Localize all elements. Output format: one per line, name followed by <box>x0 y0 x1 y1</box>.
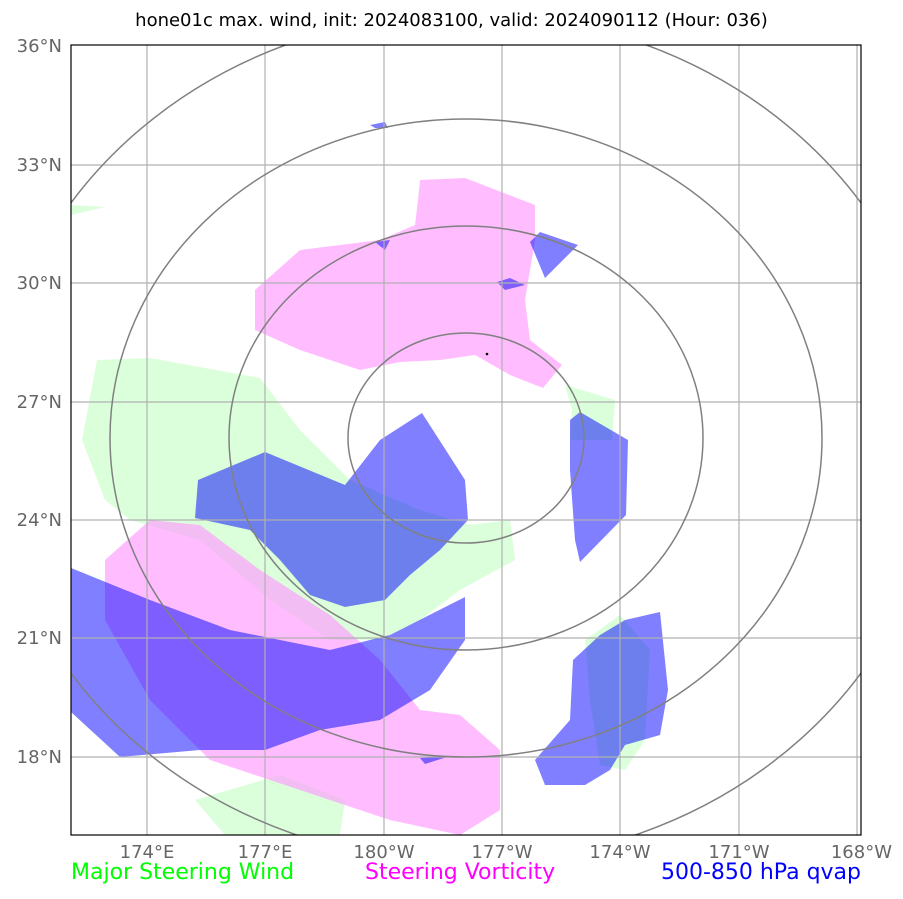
legend-steering-wind: Major Steering Wind <box>71 860 295 885</box>
qvap-region-dot-a <box>375 240 390 250</box>
lat-label-36: 36°N <box>17 36 62 57</box>
range-ring-3 <box>109 118 823 758</box>
range-ring-1 <box>347 332 585 544</box>
legend-qvap: 500-850 hPa qvap <box>660 860 861 885</box>
storm-center-marker <box>485 352 489 356</box>
qvap-region-southeast <box>535 612 668 785</box>
lat-label-33: 33°N <box>17 155 62 176</box>
lat-label-21: 21°N <box>17 628 62 649</box>
map-frame <box>70 44 862 836</box>
qvap-region-center <box>195 413 468 607</box>
wind-region-west <box>71 205 105 215</box>
longitude-labels: 174°E 177°E 180°W 177°W 174°W 171°W 168°… <box>120 842 893 863</box>
qvap-layer <box>71 122 668 785</box>
legend-steering-vorticity: Steering Vorticity <box>365 860 556 885</box>
range-rings <box>71 45 861 835</box>
map-title: hone01c max. wind, init: 2024083100, val… <box>135 10 768 31</box>
lon-label-174e: 174°E <box>120 842 175 863</box>
qvap-region-ne <box>530 232 578 278</box>
lon-label-171w: 171°W <box>708 842 769 863</box>
map-plot-area <box>71 45 861 835</box>
qvap-region-dot-b <box>497 278 525 290</box>
lon-label-180w: 180°W <box>353 842 414 863</box>
lat-label-27: 27°N <box>17 392 62 413</box>
lon-label-177e: 177°E <box>238 842 293 863</box>
lon-label-177w: 177°W <box>471 842 532 863</box>
qvap-region-small-south <box>420 756 450 764</box>
range-ring-2 <box>228 225 704 651</box>
lon-label-174w: 174°W <box>589 842 650 863</box>
lat-label-18: 18°N <box>17 747 62 768</box>
lat-label-24: 24°N <box>17 510 62 531</box>
lon-label-168w: 168°W <box>831 842 892 863</box>
latitude-labels: 36°N 33°N 30°N 27°N 24°N 21°N 18°N <box>17 36 62 768</box>
lat-label-30: 30°N <box>17 273 62 294</box>
qvap-region-east <box>570 412 628 562</box>
